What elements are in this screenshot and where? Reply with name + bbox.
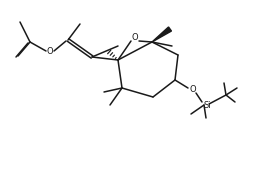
Polygon shape — [152, 27, 171, 42]
Text: O: O — [190, 86, 196, 95]
Text: Si: Si — [203, 101, 211, 109]
Text: O: O — [47, 47, 53, 56]
Text: O: O — [132, 32, 138, 42]
